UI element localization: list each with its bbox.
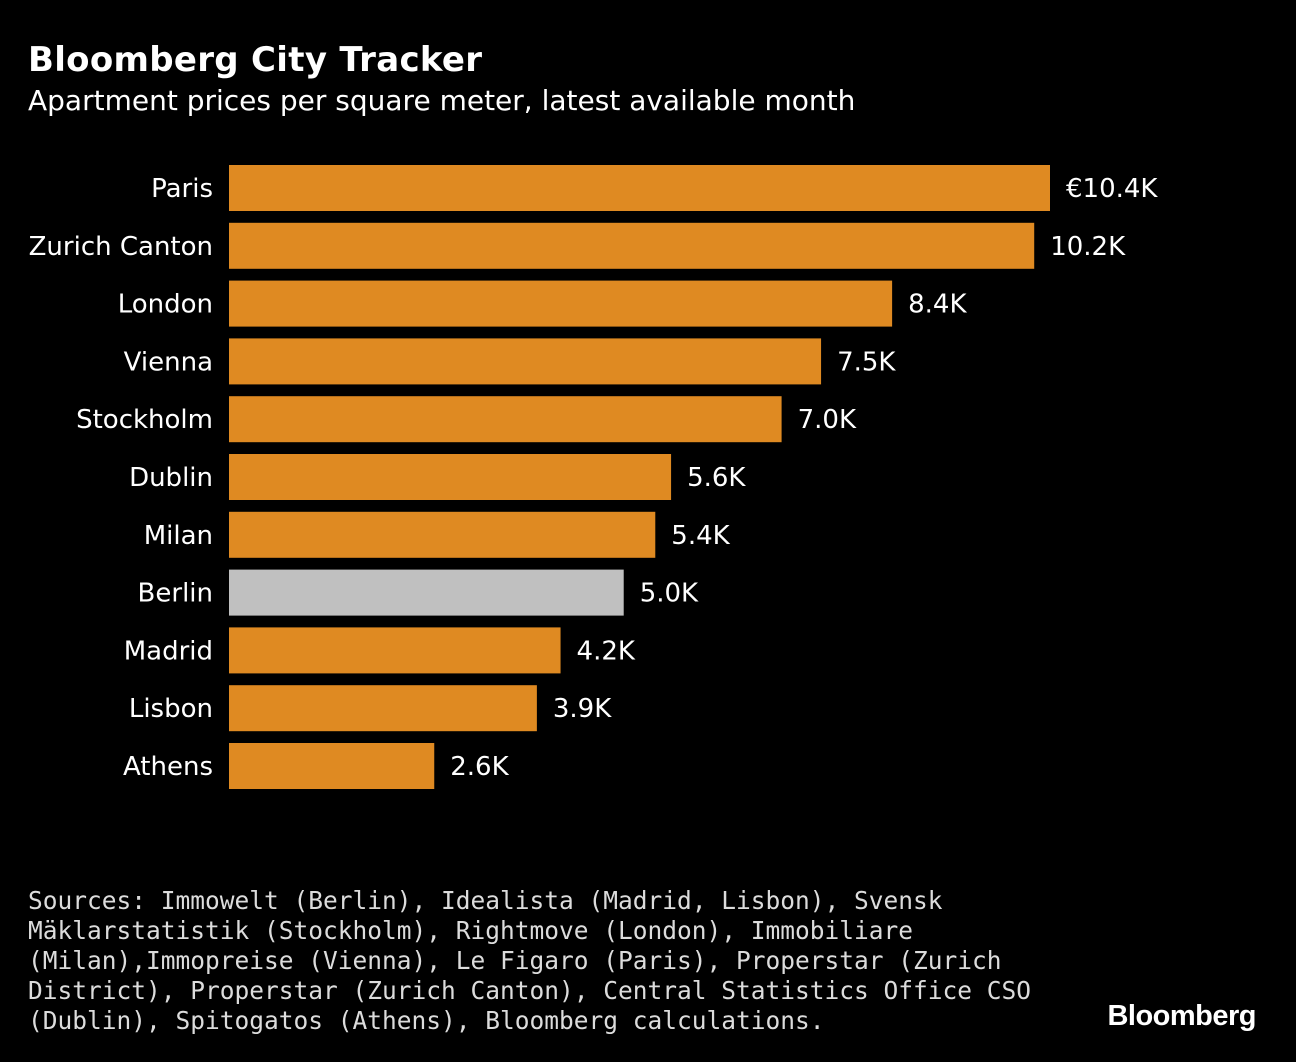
value-label-berlin: 5.0K xyxy=(640,579,699,609)
value-label-stockholm: 7.0K xyxy=(798,405,857,435)
chart-title: Bloomberg City Tracker xyxy=(28,40,483,80)
value-label-madrid: 4.2K xyxy=(577,636,636,666)
category-label-vienna: Vienna xyxy=(124,347,213,377)
bar-stockholm xyxy=(229,396,782,443)
category-label-london: London xyxy=(118,290,213,320)
value-label-london: 8.4K xyxy=(908,290,967,320)
bar-madrid xyxy=(229,627,561,674)
bar-athens xyxy=(229,743,435,789)
category-label-madrid: Madrid xyxy=(124,636,213,666)
bar-milan xyxy=(229,511,656,558)
bar-dublin xyxy=(229,454,672,500)
category-label-stockholm: Stockholm xyxy=(76,405,213,435)
category-label-paris: Paris xyxy=(151,174,213,204)
bar-berlin xyxy=(229,569,624,616)
bloomberg-logo: Bloomberg xyxy=(1107,1000,1256,1032)
value-label-athens: 2.6K xyxy=(450,752,509,782)
category-label-zurich-canton: Zurich Canton xyxy=(29,232,213,262)
bar-vienna xyxy=(229,338,822,385)
bar-london xyxy=(229,280,893,327)
bar-chart: Paris €10.4K Zurich Canton 10.2K London 8.4K V… xyxy=(29,165,1158,789)
value-label-lisbon: 3.9K xyxy=(553,694,612,724)
bar-zurich-canton xyxy=(229,222,1035,269)
bar-paris xyxy=(229,165,1050,211)
sources-note: Sources: Immowelt (Berlin), Idealista (M… xyxy=(28,886,1032,1035)
chart-subtitle: Apartment prices per square meter, lates… xyxy=(28,84,856,117)
value-label-milan: 5.4K xyxy=(671,521,730,551)
category-label-berlin: Berlin xyxy=(138,579,213,609)
category-label-milan: Milan xyxy=(144,521,213,551)
value-label-vienna: 7.5K xyxy=(837,347,896,377)
value-label-paris: €10.4K xyxy=(1066,174,1158,204)
category-label-dublin: Dublin xyxy=(129,463,213,493)
bar-lisbon xyxy=(229,685,537,732)
category-label-lisbon: Lisbon xyxy=(129,694,213,724)
value-label-zurich-canton: 10.2K xyxy=(1050,232,1126,262)
category-label-athens: Athens xyxy=(123,752,213,782)
value-label-dublin: 5.6K xyxy=(687,463,746,493)
